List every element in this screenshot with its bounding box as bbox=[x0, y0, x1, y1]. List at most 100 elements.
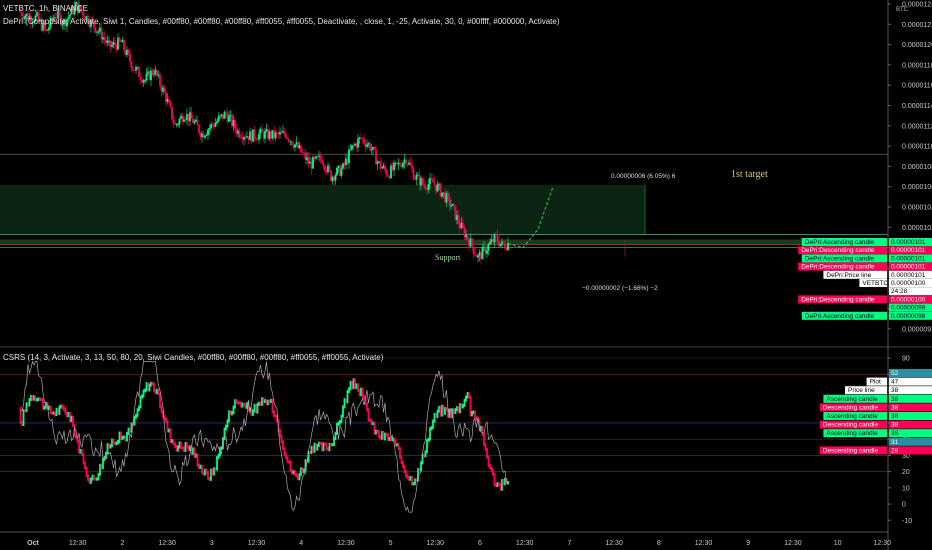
candle-down bbox=[187, 113, 190, 122]
candle-down bbox=[225, 112, 227, 114]
price-tag-label bbox=[801, 311, 887, 320]
candle-down bbox=[156, 69, 158, 76]
osc-bar-down bbox=[295, 472, 298, 478]
candle-down bbox=[462, 222, 464, 228]
candle-down bbox=[373, 146, 376, 150]
osc-bar-up bbox=[340, 414, 343, 423]
candle-up bbox=[507, 243, 509, 250]
osc-bar-up bbox=[204, 468, 206, 476]
time-tick-label: 4 bbox=[299, 540, 303, 547]
osc-bar-up bbox=[28, 397, 31, 407]
osc-tag-value-text: 38 bbox=[891, 404, 899, 411]
osc-bar-down bbox=[399, 447, 401, 460]
osc-bar-down bbox=[73, 424, 76, 437]
candle-down bbox=[234, 120, 236, 129]
osc-bar-down bbox=[42, 398, 44, 410]
osc-bar-down bbox=[78, 440, 80, 454]
osc-bar-down bbox=[187, 445, 190, 452]
candle-down bbox=[184, 119, 187, 121]
candle-down bbox=[474, 253, 476, 256]
osc-bar-down bbox=[27, 402, 29, 407]
price-tick-label: 0.0000102 bbox=[902, 225, 932, 232]
osc-bar-down bbox=[268, 399, 271, 404]
candle-down bbox=[396, 162, 398, 165]
candle-up bbox=[216, 121, 218, 124]
candle-up bbox=[345, 158, 347, 165]
osc-bar-up bbox=[225, 424, 227, 431]
osc-bar-up bbox=[267, 399, 269, 406]
time-tick-label: 7 bbox=[567, 540, 571, 547]
osc-bar-up bbox=[381, 430, 383, 440]
candle-up bbox=[186, 113, 188, 120]
osc-bar-down bbox=[160, 405, 163, 414]
osc-bar-up bbox=[138, 405, 140, 412]
osc-bar-down bbox=[277, 419, 280, 432]
osc-tick-label: 0 bbox=[902, 502, 906, 509]
osc-bar-up bbox=[264, 399, 266, 404]
price-tag-label bbox=[798, 262, 887, 271]
osc-bar-up bbox=[459, 403, 461, 414]
osc-bar-up bbox=[52, 411, 55, 415]
osc-bar-up bbox=[339, 419, 341, 425]
osc-bar-down bbox=[345, 398, 347, 404]
candle-down bbox=[432, 179, 434, 183]
osc-bar-down bbox=[112, 438, 115, 445]
candle-down bbox=[283, 130, 286, 135]
candle-up bbox=[429, 178, 431, 184]
candle-down bbox=[129, 53, 131, 62]
candle-down bbox=[40, 19, 43, 31]
candle-up bbox=[42, 23, 44, 31]
candle-up bbox=[69, 14, 71, 17]
price-tick-label: 0.0000112 bbox=[902, 123, 932, 130]
time-tick-label: 10 bbox=[834, 540, 842, 547]
candle-up bbox=[97, 31, 100, 33]
osc-bar-down bbox=[190, 445, 193, 455]
candle-up bbox=[142, 80, 145, 83]
price-tag-label-text: DePri:Descending candle bbox=[801, 296, 875, 303]
osc-bar-down bbox=[193, 447, 196, 458]
osc-bar-up bbox=[313, 442, 316, 453]
osc-bar-down bbox=[114, 441, 116, 446]
price-tag-value-text: 0.00000099 bbox=[891, 305, 926, 312]
osc-bar-down bbox=[364, 396, 367, 405]
osc-bar-down bbox=[207, 471, 209, 480]
candle-up bbox=[49, 17, 52, 28]
candle-up bbox=[298, 145, 301, 149]
candle-up bbox=[271, 130, 274, 139]
price-tag-label-text: DePri:Ascending candle bbox=[805, 255, 875, 262]
candle-down bbox=[82, 12, 85, 18]
candle-down bbox=[316, 156, 319, 158]
price-tag-value-text: 0.00000098 bbox=[891, 313, 926, 320]
candle-up bbox=[229, 114, 232, 116]
candle-down bbox=[94, 27, 97, 33]
price-tag-value-text: 24:28 bbox=[891, 288, 908, 295]
candle-down bbox=[37, 12, 40, 21]
osc-bar-up bbox=[310, 445, 313, 455]
candle-up bbox=[153, 74, 155, 75]
osc-bar-down bbox=[351, 381, 353, 390]
candle-up bbox=[264, 131, 266, 139]
osc-bar-up bbox=[303, 468, 305, 474]
osc-bar-up bbox=[420, 461, 422, 472]
candle-down bbox=[169, 102, 172, 107]
candle-down bbox=[333, 176, 335, 181]
candle-down bbox=[502, 241, 505, 245]
candle-down bbox=[241, 137, 244, 140]
candle-down bbox=[198, 125, 200, 133]
candle-up bbox=[232, 120, 235, 127]
osc-bar-down bbox=[162, 410, 164, 418]
time-tick-label: 6 bbox=[478, 540, 482, 547]
osc-bar-down bbox=[376, 429, 379, 434]
price-tick-label: 0.0000118 bbox=[902, 62, 932, 69]
candle-up bbox=[460, 222, 463, 229]
osc-tag-value bbox=[889, 420, 932, 429]
osc-bar-up bbox=[307, 450, 310, 463]
candle-down bbox=[267, 128, 269, 139]
candle-down bbox=[181, 115, 184, 122]
osc-bar-down bbox=[214, 467, 217, 471]
candle-up bbox=[39, 19, 41, 21]
candle-up bbox=[34, 15, 37, 22]
osc-bar-up bbox=[58, 405, 61, 415]
candle-up bbox=[147, 71, 149, 74]
